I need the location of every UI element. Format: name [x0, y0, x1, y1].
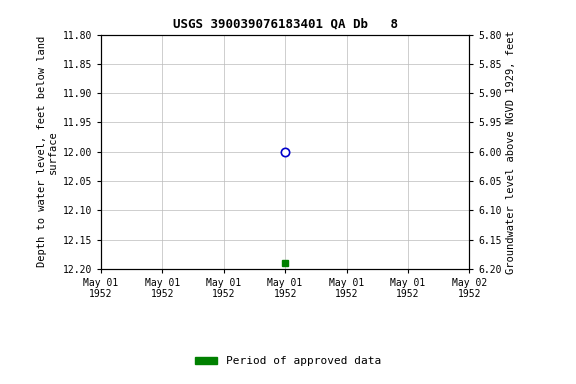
Title: USGS 390039076183401 QA Db   8: USGS 390039076183401 QA Db 8 [173, 18, 397, 31]
Y-axis label: Groundwater level above NGVD 1929, feet: Groundwater level above NGVD 1929, feet [506, 30, 516, 273]
Legend: Period of approved data: Period of approved data [191, 352, 385, 371]
Y-axis label: Depth to water level, feet below land
surface: Depth to water level, feet below land su… [37, 36, 58, 267]
